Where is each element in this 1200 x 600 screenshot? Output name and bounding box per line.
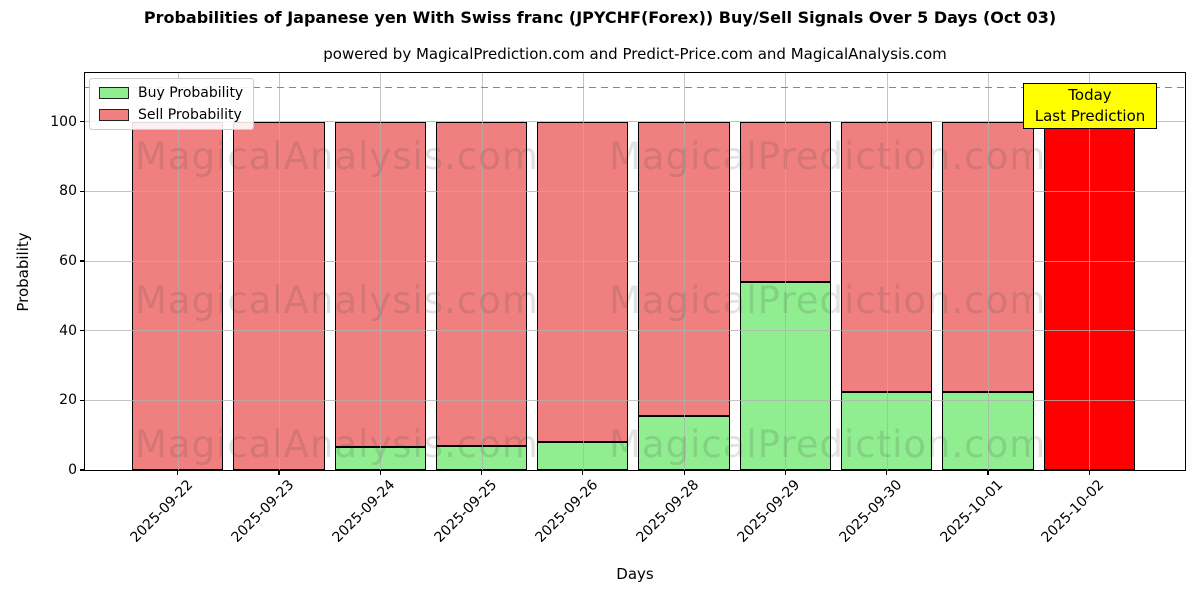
y-tick-label: 60 xyxy=(59,253,77,270)
legend-label-sell: Sell Probability xyxy=(138,107,242,123)
chart-title: Probabilities of Japanese yen With Swiss… xyxy=(143,8,1057,27)
watermark-magicalanalysis: MagicalAnalysis.com xyxy=(135,423,539,466)
vertical-gridline xyxy=(684,73,686,470)
x-tick-mark xyxy=(987,470,989,475)
x-tick-label: 2025-09-29 xyxy=(734,477,804,546)
buy-swatch-icon xyxy=(99,87,129,99)
today-annotation: Today Last Prediction xyxy=(1023,83,1157,129)
watermark-magicalprediction: MagicalPrediction.com xyxy=(609,135,1047,178)
legend-item-sell: Sell Probability xyxy=(99,106,243,124)
y-tick-label: 20 xyxy=(59,392,77,409)
x-tick-label: 2025-10-02 xyxy=(1038,477,1108,546)
bar-2025-09-23 xyxy=(233,73,325,470)
x-tick-mark xyxy=(379,470,381,475)
y-tick-label: 0 xyxy=(68,462,77,478)
bar-2025-09-26 xyxy=(537,73,629,470)
y-tick-label: 80 xyxy=(59,183,77,200)
bar-2025-09-29 xyxy=(739,73,832,470)
x-tick-mark xyxy=(1088,470,1090,475)
y-tick-mark xyxy=(80,260,85,262)
vertical-gridline xyxy=(380,73,382,470)
vertical-gridline xyxy=(988,73,990,470)
horizontal-gridline xyxy=(85,260,1185,262)
y-tick-mark xyxy=(80,190,85,192)
x-tick-mark xyxy=(683,470,685,475)
horizontal-gridline xyxy=(85,121,1185,123)
x-tick-label: 2025-09-30 xyxy=(836,477,906,546)
y-tick-mark xyxy=(80,121,85,123)
vertical-gridline xyxy=(481,73,483,470)
vertical-gridline xyxy=(785,73,787,470)
plot-area: 0 20 40 60 80 100 2025-09-22 2025-09-23 2025-09-… xyxy=(14,72,1186,583)
vertical-gridline xyxy=(177,73,179,470)
x-tick-label: 2025-09-22 xyxy=(127,477,196,546)
bar-2025-09-28 xyxy=(638,73,730,470)
bar-2025-10-01 xyxy=(942,73,1034,470)
chart-subtitle: powered by MagicalPrediction.com and Pre… xyxy=(323,45,947,63)
bars-layer xyxy=(85,73,1185,470)
horizontal-gridline xyxy=(85,330,1185,332)
bar-2025-09-22 xyxy=(132,73,224,470)
watermark-magicalanalysis: MagicalAnalysis.com xyxy=(135,135,539,178)
x-tick-label: 2025-09-23 xyxy=(228,477,298,546)
dashed-threshold-line xyxy=(85,86,1185,89)
sell-swatch-icon xyxy=(99,109,129,121)
watermark-magicalanalysis: MagicalAnalysis.com xyxy=(135,279,539,322)
y-tick-mark xyxy=(80,469,85,471)
legend-item-buy: Buy Probability xyxy=(99,84,243,102)
y-tick-mark xyxy=(80,330,85,332)
vertical-gridline xyxy=(582,73,584,470)
x-tick-label: 2025-10-01 xyxy=(937,477,1007,546)
watermark-magicalprediction: MagicalPrediction.com xyxy=(609,279,1047,322)
x-tick-mark xyxy=(278,470,280,475)
horizontal-gridline xyxy=(85,190,1185,192)
legend-label-buy: Buy Probability xyxy=(138,85,244,101)
x-tick-label: 2025-09-28 xyxy=(633,477,703,546)
bar-2025-09-30 xyxy=(841,73,933,470)
y-tick-label: 100 xyxy=(50,113,77,130)
vertical-gridline xyxy=(886,73,888,470)
x-tick-mark xyxy=(784,470,787,475)
x-tick-mark xyxy=(177,470,179,475)
horizontal-gridline xyxy=(85,399,1185,401)
x-tick-mark xyxy=(480,470,483,475)
x-tick-label: 2025-09-26 xyxy=(532,477,602,546)
y-axis-label: Probability xyxy=(14,231,32,312)
y-tick-mark xyxy=(80,399,85,401)
bar-2025-10-02 xyxy=(1043,73,1135,470)
vertical-gridline xyxy=(278,73,280,470)
y-tick-label: 40 xyxy=(59,322,77,339)
bar-2025-09-24 xyxy=(334,73,426,470)
today-annotation-line2: Last Prediction xyxy=(1034,107,1146,125)
x-tick-mark xyxy=(582,470,584,475)
watermark-magicalprediction: MagicalPrediction.com xyxy=(609,423,1047,466)
x-axis-label: Days xyxy=(616,565,654,583)
bar-2025-09-25 xyxy=(435,73,528,470)
x-tick-label: 2025-09-24 xyxy=(329,477,399,546)
x-tick-mark xyxy=(886,470,888,475)
today-annotation-line1: Today xyxy=(1068,86,1112,104)
x-tick-label: 2025-09-25 xyxy=(431,477,500,546)
legend: Buy Probability Sell Probability xyxy=(89,78,255,130)
vertical-gridline xyxy=(1089,73,1091,470)
